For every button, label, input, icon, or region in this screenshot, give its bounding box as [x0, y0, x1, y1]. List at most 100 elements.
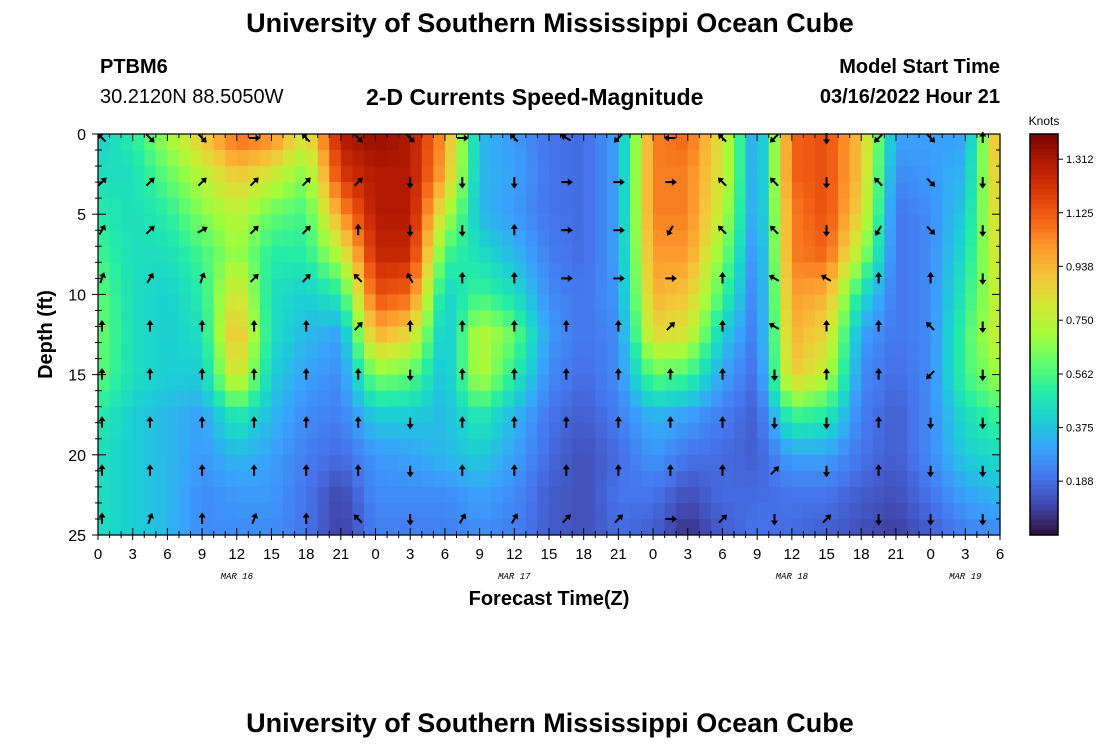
heatmap-cell — [121, 390, 134, 408]
heatmap-cell — [930, 262, 943, 279]
heatmap-cell — [583, 390, 596, 408]
current-arrow — [979, 177, 987, 189]
heatmap-cell — [942, 134, 955, 151]
heatmap-cell — [109, 390, 122, 408]
heatmap-cell — [340, 406, 354, 424]
heatmap-cell — [803, 438, 816, 456]
y-tick-label: 5 — [77, 207, 86, 224]
heatmap-cell — [121, 214, 134, 231]
heatmap-cell — [572, 278, 585, 295]
heatmap-cell — [306, 310, 319, 328]
heatmap-cell — [456, 214, 469, 231]
heatmap-cell — [768, 422, 781, 440]
current-arrow — [614, 416, 622, 428]
heatmap-cell — [514, 358, 527, 376]
heatmap-cell — [687, 390, 700, 408]
heatmap-cell — [317, 470, 330, 488]
current-arrow — [979, 321, 987, 333]
heatmap-cell — [340, 374, 354, 392]
current-arrow — [302, 320, 310, 332]
heatmap-cell — [930, 406, 943, 424]
heatmap-cell — [155, 454, 168, 472]
heatmap-cell — [988, 230, 1001, 247]
heatmap-cell — [236, 230, 249, 247]
heatmap-cell — [803, 486, 816, 504]
heatmap-cell — [976, 198, 990, 215]
heatmap-cell — [710, 406, 724, 424]
heatmap-cell — [629, 294, 643, 312]
heatmap-cell — [121, 406, 134, 424]
heatmap-cell — [884, 486, 897, 504]
heatmap-cell — [942, 326, 955, 344]
heatmap-cell — [814, 326, 828, 344]
heatmap-cell — [468, 278, 481, 295]
heatmap-cell — [988, 310, 1001, 328]
heatmap-cell — [167, 230, 180, 247]
heatmap-cell — [734, 182, 747, 199]
heatmap-cell — [202, 438, 215, 456]
heatmap-cell — [849, 358, 862, 376]
heatmap-cell — [248, 294, 261, 312]
heatmap-cell — [98, 422, 111, 440]
heatmap-cell — [549, 262, 562, 279]
heatmap-cell — [283, 198, 296, 215]
current-arrow — [406, 320, 414, 332]
heatmap-cell — [641, 262, 654, 279]
heatmap-cell — [780, 470, 793, 488]
heatmap-cell — [202, 230, 215, 247]
heatmap-cell — [757, 134, 770, 151]
heatmap-cell — [699, 150, 712, 167]
current-arrow — [926, 177, 936, 187]
heatmap-cell — [826, 150, 839, 167]
heatmap-cell — [144, 406, 157, 424]
heatmap-cell — [248, 518, 261, 536]
heatmap-cell — [259, 518, 273, 536]
heatmap-cell — [479, 310, 492, 328]
heatmap-cell — [167, 214, 180, 231]
heatmap-cell — [629, 214, 643, 231]
heatmap-cell — [121, 150, 134, 167]
heatmap-cell — [549, 374, 562, 392]
current-arrow — [147, 512, 154, 525]
heatmap-cell — [629, 134, 643, 151]
heatmap-cell — [271, 134, 284, 151]
heatmap-cell — [803, 502, 816, 520]
heatmap-cell — [664, 502, 677, 520]
heatmap-cell — [849, 294, 862, 312]
heatmap-cell — [722, 198, 735, 215]
heatmap-cell — [653, 310, 666, 328]
heatmap-cell — [826, 374, 839, 392]
heatmap-cell — [132, 198, 145, 215]
heatmap-cell — [236, 502, 249, 520]
heatmap-cell — [502, 230, 515, 247]
heatmap-cell — [468, 422, 481, 440]
heatmap-cell — [352, 406, 365, 424]
heatmap-cell — [213, 406, 226, 424]
heatmap-cell — [722, 182, 735, 199]
heatmap-cell — [606, 198, 619, 215]
heatmap-cell — [976, 182, 990, 199]
heatmap-cell — [814, 246, 828, 263]
heatmap-cell — [895, 486, 909, 504]
heatmap-cell — [629, 374, 643, 392]
heatmap-cell — [398, 342, 411, 360]
heatmap-cell — [259, 406, 273, 424]
heatmap-cell — [549, 294, 562, 312]
current-arrow — [663, 134, 676, 142]
heatmap-cell — [109, 294, 122, 312]
heatmap-cell — [606, 262, 619, 279]
heatmap-cell — [768, 246, 781, 263]
heatmap-cell — [884, 438, 897, 456]
heatmap-cell — [178, 486, 192, 504]
heatmap-cell — [225, 214, 238, 231]
heatmap-cell — [849, 310, 862, 328]
heatmap-cell — [814, 438, 828, 456]
heatmap-cell — [595, 406, 608, 424]
heatmap-cell — [780, 422, 793, 440]
heatmap-cell — [317, 246, 330, 263]
heatmap-cell — [629, 518, 643, 536]
heatmap-cell — [861, 150, 874, 167]
heatmap-cell — [560, 310, 573, 328]
heatmap-cell — [98, 390, 111, 408]
heatmap-cell — [722, 454, 735, 472]
